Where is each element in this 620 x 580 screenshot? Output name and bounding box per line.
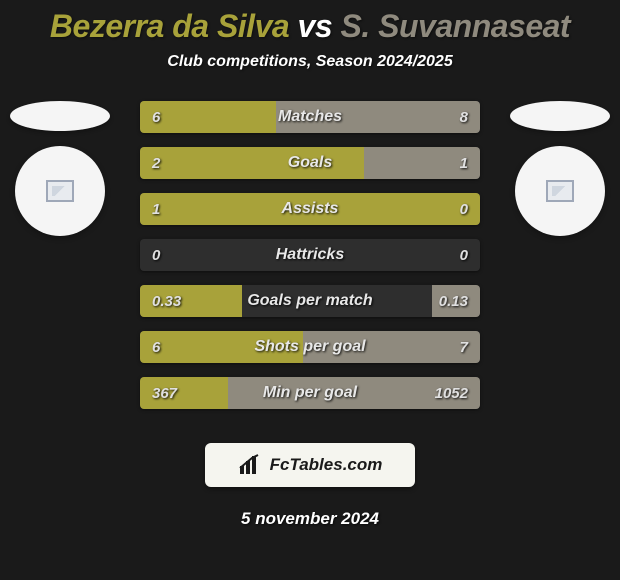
stat-row: 67Shots per goal	[140, 331, 480, 363]
logo-text: FcTables.com	[270, 455, 383, 475]
stat-label: Shots per goal	[140, 331, 480, 363]
player2-name: S. Suvannaseat	[341, 8, 571, 44]
stat-label: Min per goal	[140, 377, 480, 409]
stat-label: Goals	[140, 147, 480, 179]
stat-row: 3671052Min per goal	[140, 377, 480, 409]
player1-avatar	[15, 146, 105, 236]
image-placeholder-icon	[546, 180, 574, 202]
stat-row: 68Matches	[140, 101, 480, 133]
date: 5 november 2024	[0, 509, 620, 529]
stat-label: Matches	[140, 101, 480, 133]
comparison-area: 68Matches 21Goals 10Assists 00Hattricks 0.33…	[0, 101, 620, 421]
player2-avatar	[515, 146, 605, 236]
image-placeholder-icon	[46, 180, 74, 202]
subtitle: Club competitions, Season 2024/2025	[0, 53, 620, 71]
stat-row: 10Assists	[140, 193, 480, 225]
vs-text: vs	[289, 8, 340, 44]
stat-row: 00Hattricks	[140, 239, 480, 271]
player1-badge	[10, 101, 110, 236]
player1-name: Bezerra da Silva	[50, 8, 289, 44]
stat-label: Goals per match	[140, 285, 480, 317]
fctables-logo[interactable]: FcTables.com	[205, 443, 415, 487]
stat-row: 21Goals	[140, 147, 480, 179]
stat-bars: 68Matches 21Goals 10Assists 00Hattricks 0.33…	[140, 101, 480, 423]
stat-row: 0.330.13Goals per match	[140, 285, 480, 317]
player2-badge	[510, 101, 610, 236]
stat-label: Hattricks	[140, 239, 480, 271]
player2-team-logo	[510, 101, 610, 131]
stat-label: Assists	[140, 193, 480, 225]
chart-icon	[238, 454, 264, 476]
comparison-title: Bezerra da Silva vs S. Suvannaseat	[0, 0, 620, 45]
player1-team-logo	[10, 101, 110, 131]
